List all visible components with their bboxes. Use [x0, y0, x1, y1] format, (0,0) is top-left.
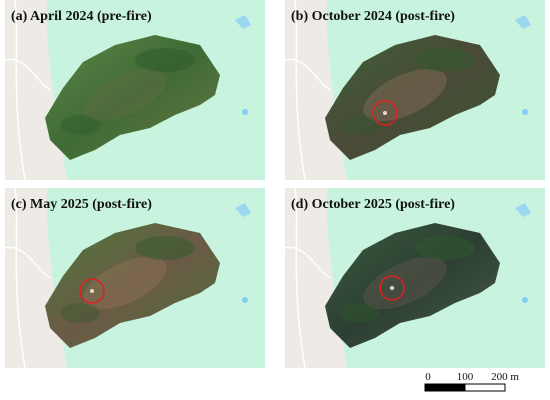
fire-spot: [390, 286, 394, 290]
vegetation-patch: [415, 236, 475, 260]
water: [522, 109, 528, 115]
panel-title: (a) April 2024 (pre-fire): [11, 9, 152, 24]
map-panel: (c) May 2025 (post-fire): [4, 187, 265, 369]
vegetation-patch: [60, 115, 100, 135]
vegetation-patch: [60, 303, 100, 323]
scale-label: 0: [425, 371, 431, 383]
panel-title: (c) May 2025 (post-fire): [11, 197, 152, 212]
water: [522, 297, 528, 303]
fire-spot: [90, 289, 94, 293]
panels: (a) April 2024 (pre-fire) (b) October 202…: [4, 0, 545, 369]
water: [242, 297, 248, 303]
water: [515, 15, 531, 29]
panel-title: (b) October 2024 (post-fire): [291, 9, 455, 24]
scale-segment: [464, 383, 506, 392]
water: [515, 203, 531, 217]
scale-segment: [424, 383, 466, 392]
fire-spot: [383, 111, 387, 115]
water: [235, 15, 251, 29]
map-panel: (a) April 2024 (pre-fire): [4, 0, 265, 181]
vegetation-patch: [340, 303, 380, 323]
highlight-circle: [379, 275, 405, 301]
road: [4, 0, 51, 181]
vegetation-patch: [415, 48, 475, 72]
water: [235, 203, 251, 217]
vegetation-patch: [340, 115, 380, 135]
burn-patch: [363, 68, 447, 122]
vegetation-patch: [135, 48, 195, 72]
burn-patch: [83, 256, 167, 310]
map-panel: (b) October 2024 (post-fire): [284, 0, 545, 181]
vegetation-patch: [135, 236, 195, 260]
water: [242, 109, 248, 115]
highlight-circle: [372, 100, 398, 126]
panel-title: (d) October 2025 (post-fire): [291, 197, 455, 212]
highlight-circle: [79, 278, 105, 304]
scale-label: 200 m: [491, 371, 519, 383]
scale-label: 100: [457, 371, 474, 383]
scale-bar: 0 100 200 m: [424, 371, 519, 392]
road: [284, 0, 331, 181]
road: [284, 187, 331, 369]
road: [4, 187, 51, 369]
burn-patch: [83, 68, 167, 122]
map-panel: (d) October 2025 (post-fire): [284, 187, 545, 369]
